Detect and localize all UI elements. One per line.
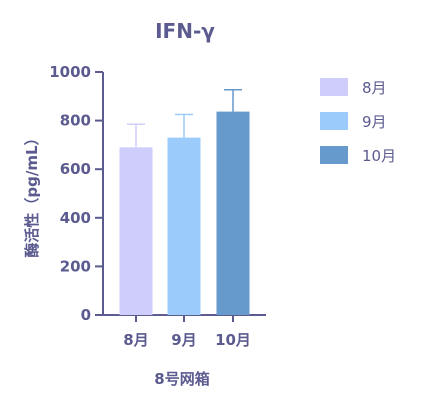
x-tick-label: 9月 xyxy=(171,331,196,349)
bar xyxy=(119,147,153,315)
x-tick-label: 8月 xyxy=(123,331,148,349)
legend-swatch xyxy=(320,112,348,130)
y-tick-label: 600 xyxy=(60,160,91,178)
y-axis-label: 酶活性（pg/mL） xyxy=(23,130,41,257)
y-tick-label: 200 xyxy=(60,257,91,275)
y-tick-label: 1000 xyxy=(49,63,91,81)
y-tick-label: 800 xyxy=(60,112,91,130)
bar xyxy=(167,137,201,315)
x-tick-label: 10月 xyxy=(215,331,251,349)
x-axis-label: 8号网箱 xyxy=(154,370,209,388)
legend-swatch xyxy=(320,78,348,96)
legend: 8月 9月 10月 xyxy=(320,78,396,165)
y-tick-label: 400 xyxy=(60,209,91,227)
bars xyxy=(119,111,250,315)
legend-label: 9月 xyxy=(362,113,387,131)
chart-title: IFN-γ xyxy=(155,19,215,43)
legend-swatch xyxy=(320,146,348,164)
legend-label: 8月 xyxy=(362,79,387,97)
y-axis: 0 200 400 600 800 1000 xyxy=(49,63,104,324)
error-bars xyxy=(127,88,242,148)
bar xyxy=(216,111,250,315)
x-axis: 8月 9月 10月 xyxy=(103,314,266,349)
y-tick-label: 0 xyxy=(81,306,91,324)
legend-label: 10月 xyxy=(362,147,396,165)
